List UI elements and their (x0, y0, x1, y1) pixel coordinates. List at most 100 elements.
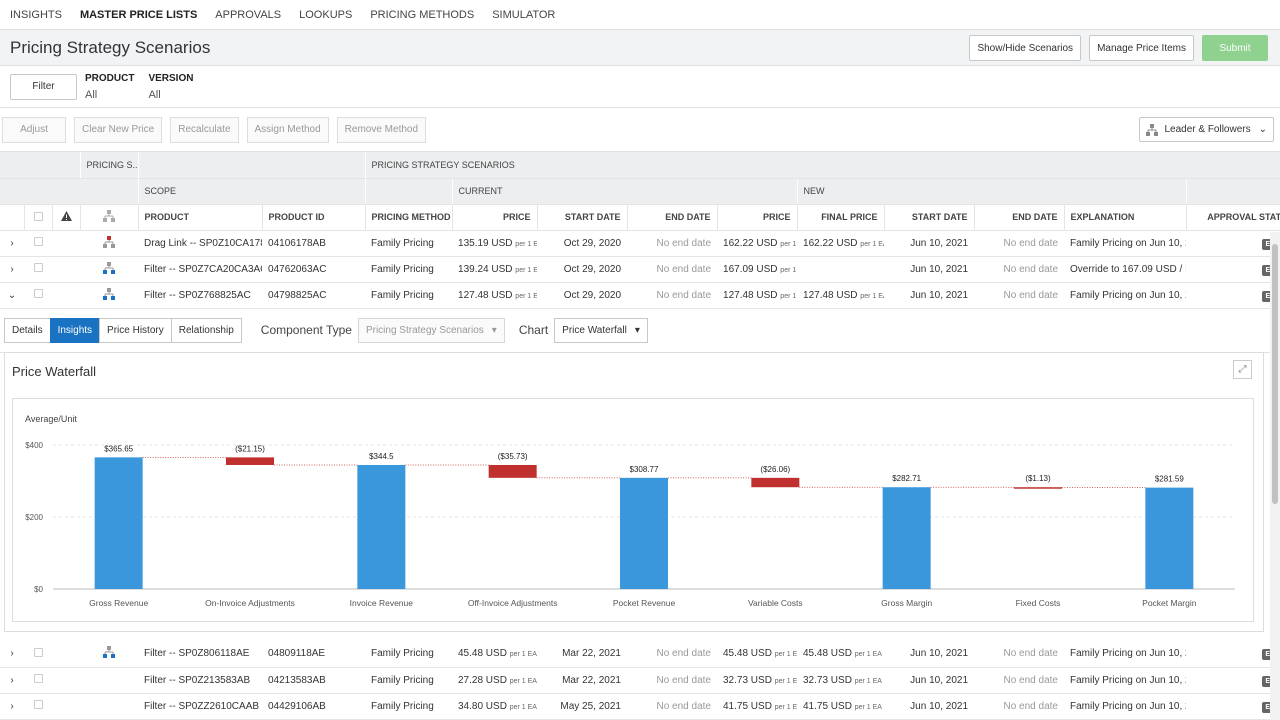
x-tick-label: On-Invoice Adjustments (205, 598, 295, 608)
bar-gross-revenue (94, 457, 143, 589)
col-approval-status[interactable]: APPROVAL STATUS (1186, 204, 1280, 231)
status-badge: EDITED (1186, 641, 1280, 668)
cell-price: 135.19 USD per 1 EA (452, 230, 538, 257)
table-row[interactable]: › Filter -- SP0Z213583AB 04213583AB Family … (0, 667, 1280, 694)
tab-price-history[interactable]: Price History (99, 317, 172, 343)
bar-on-invoice-adjustments (226, 457, 274, 465)
y-tick-label: $200 (25, 513, 43, 522)
row-expander-icon[interactable]: › (0, 641, 24, 668)
cell-final-price: 41.75 USD per 1 EA (797, 693, 884, 720)
no-role-icon (80, 693, 138, 720)
col-product-id[interactable]: PRODUCT ID (262, 204, 366, 231)
cell-new-end-date: No end date (974, 693, 1064, 720)
col-pricing-method[interactable]: PRICING METHOD (365, 204, 453, 231)
scrollbar-thumb[interactable] (1272, 244, 1278, 504)
show-hide-scenarios-button[interactable]: Show/Hide Scenarios (969, 35, 1082, 61)
cell-final-price: 127.48 USD per 1 EA (797, 282, 885, 309)
table-row[interactable]: ›Drag Link -- SP0Z10CA178AB04106178ABFam… (0, 230, 1280, 257)
data-label: $281.59 (1155, 475, 1184, 484)
nav-approvals[interactable]: APPROVALS (215, 8, 282, 21)
y-axis-label: Average/Unit (25, 414, 77, 424)
cell-new-price[interactable]: 127.48 USD per 1 EA (717, 282, 798, 309)
nav-master-price-lists[interactable]: MASTER PRICE LISTS (79, 8, 198, 21)
bar-fixed-costs (1014, 487, 1062, 489)
bar-gross-margin (882, 487, 931, 589)
grid-column-header-row: PRODUCT PRODUCT ID PRICING METHOD PRICE … (0, 204, 1280, 231)
cell-new-price[interactable]: 41.75 USD per 1 EA (717, 693, 797, 720)
cell-new-price[interactable]: 32.73 USD per 1 EA (717, 667, 797, 694)
recalculate-button[interactable]: Recalculate (170, 116, 239, 143)
expand-icon[interactable]: ⤢ (1233, 360, 1252, 379)
cell-explanation: Family Pricing on Jun 10, 2021 (1064, 641, 1186, 668)
nav-simulator[interactable]: SIMULATOR (492, 8, 556, 21)
cell-price: 45.48 USD per 1 EA (452, 641, 537, 668)
hierarchy-icon (80, 204, 139, 231)
assign-method-button[interactable]: Assign Method (246, 116, 329, 143)
col-end-date[interactable]: END DATE (627, 204, 718, 231)
col-new-end-date[interactable]: END DATE (974, 204, 1065, 231)
col-explanation[interactable]: EXPLANATION (1064, 204, 1187, 231)
manage-price-items-button[interactable]: Manage Price Items (1089, 35, 1194, 61)
nav-lookups[interactable]: LOOKUPS (299, 8, 353, 21)
cell-new-price[interactable]: 45.48 USD per 1 EA (717, 641, 797, 668)
table-row[interactable]: › Filter -- SP0Z7CA20CA3AC 04762063AC Famil… (0, 256, 1280, 283)
row-expander-icon[interactable]: › (0, 693, 24, 720)
y-tick-label: $400 (25, 441, 43, 450)
row-checkbox[interactable] (33, 674, 43, 683)
cell-product: Filter -- SP0Z213583AB (138, 667, 262, 694)
col-new-price[interactable]: PRICE (717, 204, 798, 231)
nav-insights[interactable]: INSIGHTS (10, 8, 62, 21)
row-expander-icon[interactable]: › (0, 256, 24, 283)
col-start-date[interactable]: START DATE (537, 204, 628, 231)
tab-relationship[interactable]: Relationship (170, 317, 242, 343)
row-checkbox[interactable] (33, 700, 43, 709)
tab-insights[interactable]: Insights (49, 317, 101, 343)
leader-icon (80, 230, 139, 257)
table-row[interactable]: › Filter -- SP0ZZ2610CAAB 04429106AB Family… (0, 693, 1280, 720)
leader-followers-dropdown[interactable]: Leader & Followers ⌄ (1139, 117, 1274, 142)
nav-pricing-methods[interactable]: PRICING METHODS (370, 8, 475, 21)
cell-end-date: No end date (627, 230, 718, 257)
clear-new-price-button[interactable]: Clear New Price (74, 116, 163, 143)
table-row[interactable]: › Filter -- SP0Z806118AE 04809118AE Family … (0, 641, 1280, 668)
cell-final-price: 162.22 USD per 1 EA (797, 230, 885, 257)
chart-label: Chart (518, 323, 549, 337)
component-type-select[interactable]: Pricing Strategy Scenarios ▾ (357, 317, 505, 343)
row-checkbox[interactable] (33, 263, 43, 272)
adjust-button[interactable]: Adjust (2, 116, 66, 143)
col-new-start-date[interactable]: START DATE (884, 204, 975, 231)
version-filter[interactable]: VERSION All (148, 73, 193, 101)
cell-new-price[interactable]: 167.09 USD per 1 EA (717, 256, 798, 283)
cell-explanation: Family Pricing on Jun 10, 2021 (1064, 667, 1186, 694)
data-label: $365.65 (104, 444, 133, 453)
table-row[interactable]: ⌄ Filter -- SP0Z768825AC 04798825AC Family … (0, 282, 1280, 309)
row-checkbox[interactable] (33, 289, 43, 298)
cell-product-id: 04213583AB (262, 667, 365, 694)
data-label: $344.5 (369, 452, 394, 461)
filter-button[interactable]: Filter (10, 73, 77, 100)
cell-start-date: Oct 29, 2020 (537, 282, 628, 309)
cell-new-price[interactable]: 162.22 USD per 1 EA (717, 230, 798, 257)
row-expander-icon[interactable]: ⌄ (0, 282, 24, 309)
status-badge: EDITED (1186, 693, 1280, 720)
product-filter[interactable]: PRODUCT All (85, 73, 134, 101)
cell-new-end-date: No end date (974, 230, 1065, 257)
cell-product-id: 04762063AC (262, 256, 366, 283)
row-expander-icon[interactable]: › (0, 230, 24, 257)
cell-start-date: Oct 29, 2020 (537, 256, 628, 283)
row-expander-icon[interactable]: › (0, 667, 24, 694)
cell-pricing-method: Family Pricing (365, 282, 453, 309)
tab-details[interactable]: Details (4, 317, 51, 343)
remove-method-button[interactable]: Remove Method (336, 116, 427, 143)
row-checkbox[interactable] (33, 647, 43, 657)
cell-new-start-date: Jun 10, 2021 (884, 641, 974, 668)
col-final-price[interactable]: FINAL PRICE (797, 204, 885, 231)
row-checkbox[interactable] (33, 237, 43, 246)
col-price[interactable]: PRICE (452, 204, 538, 231)
col-product[interactable]: PRODUCT (138, 204, 263, 231)
vertical-scrollbar[interactable] (1270, 232, 1280, 720)
submit-button[interactable]: Submit (1202, 35, 1268, 61)
chart-select[interactable]: Price Waterfall ▾ (554, 317, 648, 343)
select-all-checkbox[interactable] (33, 211, 43, 221)
bar-pocket-revenue (620, 477, 668, 589)
